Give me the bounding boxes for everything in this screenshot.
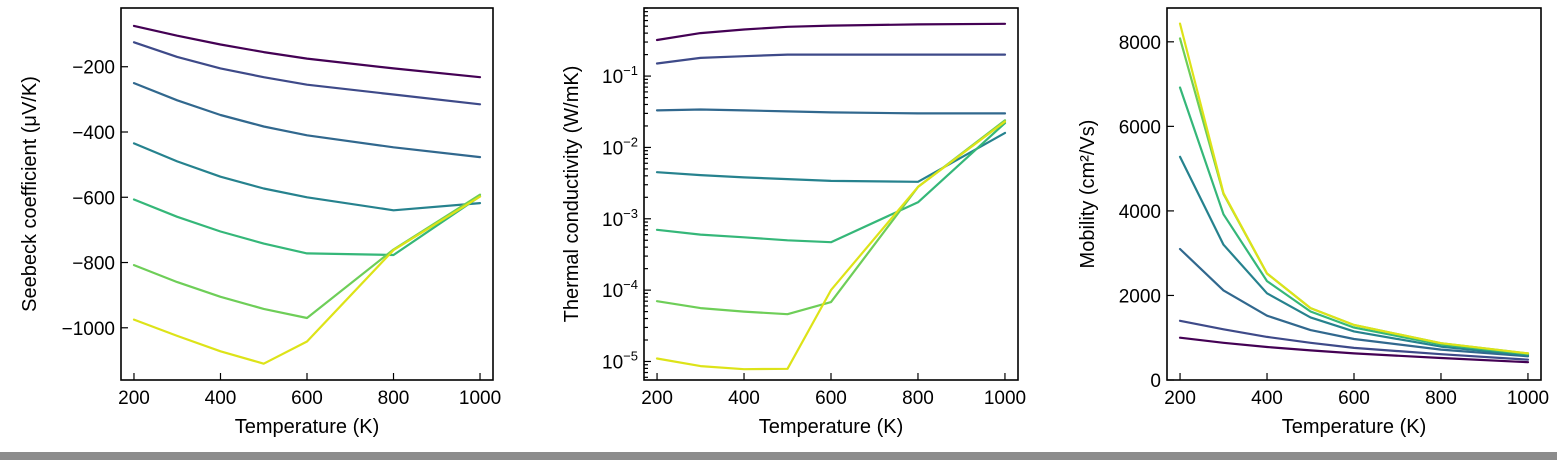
thermal-conductivity-x-axis-label: Temperature (K) (759, 416, 904, 438)
thermal-conductivity-y-tick-label: 10−2 (602, 134, 638, 159)
mobility-line-series-5 (1178, 86, 1530, 356)
seebeck-x-tick-label: 800 (378, 388, 410, 409)
mobility-y-tick-label: 4000 (1119, 202, 1161, 223)
mobility-line-series-6 (1178, 37, 1530, 355)
seebeck-y-tick-label: −800 (72, 254, 115, 275)
seebeck-x-axis-label: Temperature (K) (235, 416, 380, 438)
mobility-line-series-3 (1178, 247, 1530, 358)
thermal-conductivity-x-tick-label: 600 (815, 388, 847, 409)
mobility-x-tick-label: 400 (1251, 388, 1283, 409)
thermal-conductivity-line-series-4 (655, 131, 1007, 183)
thermal-conductivity-x-tick-label: 400 (728, 388, 760, 409)
thermal-conductivity-panel: 200 400 600 800 1000 10−5 10−4 10−3 10−2 10−1 Temp… (561, 7, 1026, 438)
seebeck-y-tick-label: −600 (72, 188, 115, 209)
seebeck-x-tick-label: 400 (205, 388, 237, 409)
seebeck-y-tick-label: −400 (72, 123, 115, 144)
seebeck-line-series-1 (132, 24, 482, 79)
mobility-line-series-7 (1178, 22, 1530, 355)
seebeck-line-series-4 (132, 142, 482, 212)
mobility-x-axis-label: Temperature (K) (1282, 416, 1427, 438)
thermal-conductivity-y-tick-label: 10−5 (602, 348, 638, 373)
seebeck-line-series-2 (132, 41, 482, 106)
mobility-y-tick-label: 2000 (1119, 286, 1161, 307)
bottom-scrollbar-strip (0, 452, 1557, 460)
thermal-conductivity-y-axis-label: Thermal conductivity (W/mK) (561, 66, 583, 323)
thermal-conductivity-x-tick-label: 800 (902, 388, 934, 409)
mobility-x-tick-label: 1000 (1507, 388, 1549, 409)
seebeck-x-tick-label: 1000 (459, 388, 501, 409)
mobility-y-tick-label: 6000 (1119, 117, 1161, 138)
seebeck-y-axis-label: Seebeck coefficient (μV/K) (19, 76, 41, 312)
thermal-conductivity-line-series-1 (655, 22, 1007, 42)
mobility-line-series-1 (1178, 336, 1530, 364)
seebeck-line-series-3 (132, 81, 482, 159)
seebeck-panel: 200 400 600 800 1000 −200 −400 −600 −800 −1000 Tem… (19, 7, 501, 438)
mobility-x-tick-label: 600 (1338, 388, 1370, 409)
seebeck-x-tick-label: 600 (291, 388, 323, 409)
seebeck-y-tick-label: −1000 (62, 319, 115, 340)
seebeck-axes-frame (120, 7, 494, 381)
thermal-conductivity-x-tick-label: 1000 (984, 388, 1026, 409)
mobility-y-tick-label: 8000 (1119, 33, 1161, 54)
seebeck-line-series-6 (132, 193, 482, 320)
thermal-conductivity-line-series-3 (655, 108, 1007, 115)
mobility-line-series-2 (1178, 319, 1530, 361)
thermal-conductivity-y-tick-label: 10−3 (602, 206, 638, 231)
thermal-conductivity-axes-frame (643, 7, 1019, 381)
thermal-conductivity-line-series-2 (655, 53, 1007, 65)
mobility-y-tick-label: 0 (1150, 371, 1161, 392)
thermal-conductivity-y-tick-label: 10−4 (602, 277, 638, 302)
seebeck-x-tick-label: 200 (118, 388, 150, 409)
mobility-x-tick-label: 800 (1425, 388, 1457, 409)
thermal-conductivity-y-tick-label: 10−1 (602, 63, 638, 88)
thermal-conductivity-x-tick-label: 200 (641, 388, 673, 409)
thermal-conductivity-line-series-7 (655, 120, 1007, 371)
mobility-panel: 200 400 600 800 1000 0 2000 4000 6000 8000 Tempera… (1077, 7, 1549, 438)
mobility-y-axis-label: Mobility (cm²/Vs) (1077, 120, 1099, 269)
seebeck-y-tick-label: −200 (72, 58, 115, 79)
seebeck-line-series-5 (132, 195, 482, 257)
mobility-line-series-4 (1178, 155, 1530, 357)
thermal-conductivity-line-series-5 (655, 121, 1007, 244)
seebeck-line-series-7 (132, 195, 482, 365)
thermal-conductivity-line-series-6 (655, 119, 1007, 316)
mobility-x-tick-label: 200 (1164, 388, 1196, 409)
